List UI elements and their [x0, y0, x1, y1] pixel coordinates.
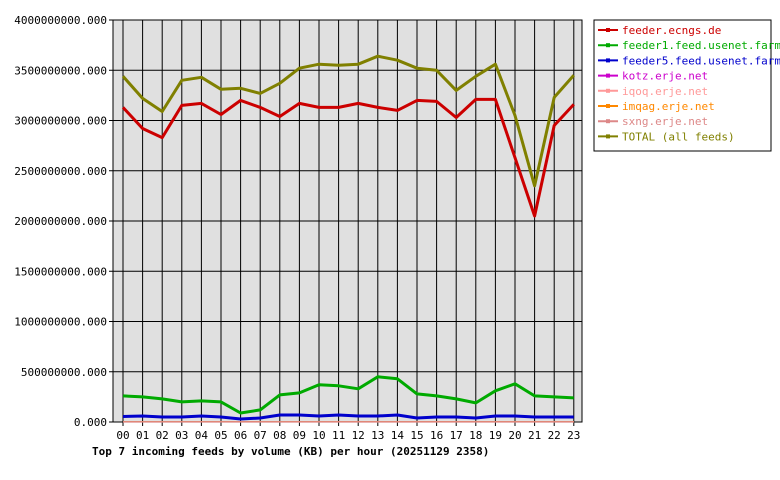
- series-line-1: [122, 375, 574, 415]
- x-tick-label: 08: [273, 429, 286, 442]
- x-tick-label: 07: [254, 429, 267, 442]
- series-line-2: [122, 413, 574, 421]
- legend-label: sxng.erje.net: [622, 115, 708, 128]
- legend-label: iqoq.erje.net: [622, 85, 708, 98]
- legend-label: imqag.erje.net: [622, 100, 715, 113]
- x-tick-label: 11: [332, 429, 345, 442]
- legend-label: kotz.erje.net: [622, 70, 708, 83]
- x-tick-label: 09: [293, 429, 306, 442]
- x-tick-label: 19: [489, 429, 502, 442]
- series-line-0: [121, 97, 575, 218]
- grid-lines: [109, 19, 582, 426]
- legend-label: feeder5.feed.usenet.farm: [622, 54, 780, 67]
- legend-marker: [606, 28, 610, 32]
- x-axis-tick-labels: 00 01 02 03 04 05 06 07 08 09 10 11 12 13 14 15 16 17 18 19…: [116, 429, 580, 442]
- x-tick-label: 14: [391, 429, 405, 442]
- series-line-7: [121, 54, 575, 188]
- legend-label: feeder1.feed.usenet.farm: [622, 39, 780, 52]
- x-tick-label: 16: [430, 429, 443, 442]
- legend-box: [593, 19, 772, 152]
- legend-marker: [606, 119, 610, 124]
- y-tick-label: 3500000000.000: [14, 64, 107, 77]
- legend-label: feeder.ecngs.de: [622, 24, 721, 37]
- series-lines: [121, 54, 575, 423]
- legend-marker: [606, 58, 610, 63]
- legend-marker: [606, 73, 610, 78]
- x-tick-label: 00: [116, 429, 129, 442]
- legend-marker: [606, 88, 610, 93]
- y-tick-label: 2000000000.000: [14, 215, 107, 228]
- legend-label: TOTAL (all feeds): [622, 130, 735, 143]
- x-tick-label: 03: [175, 429, 188, 442]
- x-tick-label: 23: [567, 429, 580, 442]
- x-tick-label: 06: [234, 429, 247, 442]
- y-tick-label: 0.000: [74, 416, 107, 429]
- x-tick-label: 13: [371, 429, 384, 442]
- y-tick-label: 1000000000.000: [14, 316, 107, 329]
- legend-marker: [606, 104, 610, 108]
- chart-title: Top 7 incoming feeds by volume (KB) per …: [92, 445, 489, 458]
- x-tick-label: 04: [195, 429, 209, 442]
- legend-marker: [606, 134, 610, 139]
- x-tick-label: 01: [136, 429, 149, 442]
- x-tick-label: 12: [352, 429, 365, 442]
- y-tick-label: 4000000000.000: [14, 14, 107, 27]
- y-tick-label: 1500000000.000: [14, 265, 107, 278]
- y-axis-tick-labels: 0.000 500000000.000 1000000000.000 15000000…: [14, 14, 107, 429]
- x-tick-label: 05: [214, 429, 227, 442]
- y-tick-label: 3000000000.000: [14, 115, 107, 128]
- x-tick-label: 18: [469, 429, 482, 442]
- y-tick-label: 2500000000.000: [14, 165, 107, 178]
- y-tick-label: 500000000.000: [21, 366, 107, 379]
- legend-marker: [606, 43, 610, 48]
- legend: feeder.ecngs.de feeder1.feed.usenet.farm f…: [593, 19, 780, 152]
- x-tick-label: 15: [410, 429, 423, 442]
- x-tick-label: 02: [156, 429, 169, 442]
- x-tick-label: 22: [548, 429, 561, 442]
- x-tick-label: 20: [508, 429, 521, 442]
- x-tick-label: 10: [312, 429, 325, 442]
- x-tick-label: 17: [450, 429, 463, 442]
- x-tick-label: 21: [528, 429, 541, 442]
